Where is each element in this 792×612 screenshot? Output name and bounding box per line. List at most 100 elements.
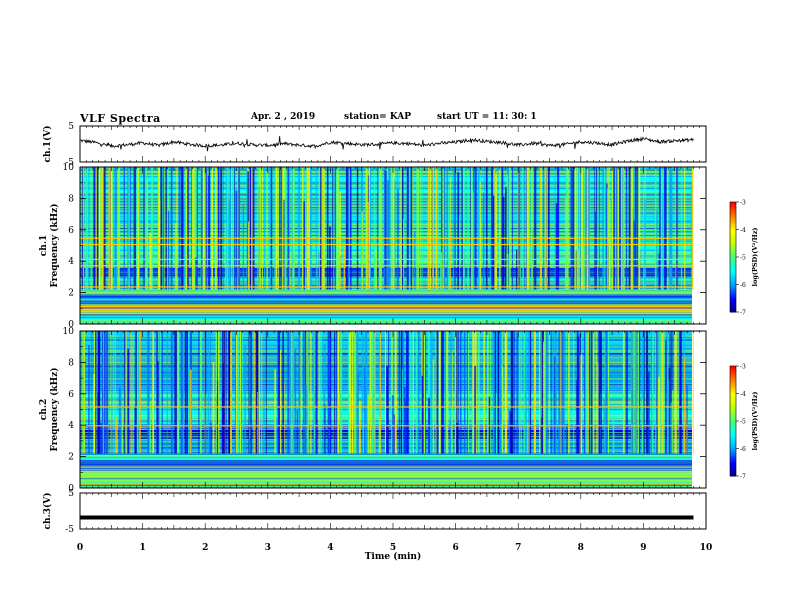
spectrogram-sferic <box>298 331 301 454</box>
spectrogram-sferic <box>671 167 673 290</box>
spectrogram-sferic <box>282 331 284 454</box>
spectrogram-sferic <box>620 167 623 290</box>
spectrogram-sferic <box>495 331 497 454</box>
spectrogram-sferic <box>159 331 161 454</box>
spectrogram-streak <box>80 316 692 318</box>
spectrogram-sferic <box>249 334 251 454</box>
spectrogram-sferic <box>233 167 236 290</box>
spectrogram-sferic <box>632 331 635 454</box>
spectrogram-sferic <box>607 356 609 454</box>
spectrogram-sferic <box>99 167 102 290</box>
spectrogram-sferic <box>443 167 446 290</box>
spectrogram-ch2-colorbar-swatch <box>730 408 736 411</box>
spectrogram-streak <box>80 301 692 303</box>
spectrogram-sferic <box>323 343 326 454</box>
spectrogram-ch2-colorbar-swatch <box>730 366 736 369</box>
spectrogram-sferic <box>511 331 513 454</box>
spectrogram-sferic <box>246 167 248 290</box>
spectrogram-sferic <box>402 218 405 290</box>
spectrogram-sferic <box>450 408 453 454</box>
spectrogram-sferic <box>460 331 462 454</box>
spectrogram-sferic <box>114 331 116 454</box>
spectrogram-ch2-colorbar-swatch <box>730 465 736 468</box>
spectrogram-ch2-colorbar-swatch <box>730 384 736 387</box>
spectrogram-sferic <box>101 167 104 290</box>
spectrogram-ch2-y-tick-label: 0 <box>68 484 74 494</box>
spectrogram-sferic <box>228 331 230 454</box>
date-label: Apr. 2 , 2019 <box>251 112 316 122</box>
spectrogram-sferic <box>463 167 466 290</box>
spectrogram-sferic <box>637 167 639 290</box>
spectrogram-sferic <box>112 331 114 454</box>
spectrogram-sferic <box>157 167 160 290</box>
spectrogram-sferic <box>387 180 390 290</box>
spectrogram-sferic <box>401 167 404 290</box>
spectrogram-sferic <box>441 331 444 454</box>
spectrogram-sferic <box>559 331 562 454</box>
spectrogram-sferic <box>543 341 545 454</box>
spectrogram-sferic <box>200 167 203 290</box>
spectrogram-ch2-colorbar-swatch <box>730 452 736 455</box>
spectrogram-sferic <box>439 331 441 454</box>
spectrogram-sferic <box>667 167 669 290</box>
spectrogram-ch1-colorbar-swatch <box>730 295 736 298</box>
spectrogram-ch2-colorbar-swatch <box>730 474 736 477</box>
spectrogram-streak <box>80 462 692 463</box>
spectrogram-sferic <box>406 331 409 454</box>
spectrogram-sferic <box>594 167 596 290</box>
spectrogram-sferic <box>391 395 394 454</box>
spectrogram-sferic <box>307 331 309 454</box>
spectrogram-sferic <box>353 331 356 454</box>
spectrogram-sferic <box>660 331 662 454</box>
spectrogram-streak <box>80 311 692 313</box>
spectrogram-sferic <box>318 167 321 290</box>
spectrogram-sferic <box>669 167 672 290</box>
spectrogram-sferic <box>250 167 253 290</box>
spectrogram-ch2-colorbar-swatch <box>730 441 736 444</box>
spectrogram-sferic <box>581 167 583 290</box>
spectrogram-sferic <box>106 331 109 454</box>
spectrogram-sferic <box>174 222 177 290</box>
spectrogram-ch1-colorbar-swatch <box>730 306 736 309</box>
spectrogram-sferic <box>621 167 624 290</box>
x-tick-label: 4 <box>327 543 333 553</box>
spectrogram-sferic <box>440 331 443 454</box>
spectrogram-sferic <box>409 167 411 290</box>
x-tick-label: 5 <box>390 543 396 553</box>
spectrogram-sferic <box>110 331 112 454</box>
spectrogram-sferic <box>257 391 258 454</box>
spectrogram-ch2-colorbar-swatch <box>730 421 736 424</box>
spectrogram-sferic <box>306 167 309 290</box>
spectrogram-ch2-colorbar-swatch <box>730 443 736 446</box>
spectrogram-sferic <box>622 167 625 290</box>
spectrogram-sferic <box>485 167 488 290</box>
spectrogram-sferic <box>568 331 569 454</box>
spectrogram-sferic <box>370 180 371 290</box>
spectrogram-ch2-y-label: Frequency (kHz) <box>49 367 60 451</box>
spectrogram-sferic <box>367 396 370 454</box>
spectrogram-sferic <box>576 331 579 454</box>
spectrogram-streak <box>80 307 692 309</box>
spectrogram-narrowband-line <box>80 243 692 246</box>
spectrogram-ch2-colorbar-swatch <box>730 389 736 393</box>
spectrogram-sferic <box>528 331 531 454</box>
spectrogram-sferic <box>652 331 654 454</box>
spectrogram-ch2-colorbar-swatch <box>730 468 736 471</box>
spectrogram-streak <box>80 319 692 321</box>
spectrogram-ch2-colorbar-swatch <box>730 373 736 376</box>
spectrogram-sferic <box>274 167 276 290</box>
spectrogram-sferic <box>432 167 434 290</box>
spectrogram-sferic <box>287 331 290 454</box>
spectrogram-sferic <box>356 167 359 290</box>
spectrogram-sferic <box>185 167 188 290</box>
spectrogram-sferic <box>508 167 511 290</box>
spectrogram-sferic <box>188 331 190 454</box>
spectrogram-sferic <box>288 167 290 290</box>
spectrogram-ch2-colorbar-swatch <box>730 393 736 396</box>
spectrogram-sferic <box>369 331 372 454</box>
spectrogram-sferic <box>459 214 460 290</box>
spectrogram-sferic <box>82 167 85 290</box>
spectrogram-ch2-colorbar-swatch <box>730 439 736 442</box>
spectrogram-ch1-colorbar-swatch <box>730 235 736 238</box>
spectrogram-sferic <box>642 178 644 290</box>
